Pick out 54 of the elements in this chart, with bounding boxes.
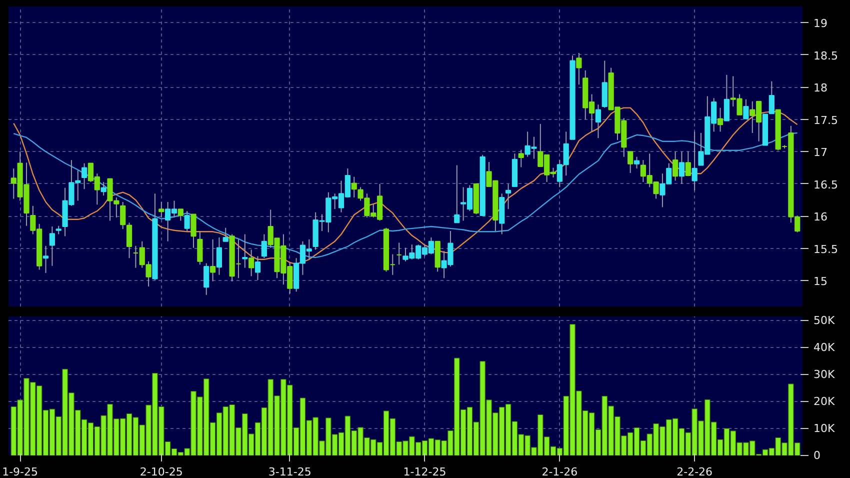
candlestick xyxy=(178,208,184,222)
x-tick-label: 1-12-25 xyxy=(403,466,446,478)
candlestick xyxy=(685,151,691,177)
candlestick xyxy=(49,226,55,266)
candlestick xyxy=(724,74,730,122)
x-tick-label: 3-11-25 xyxy=(268,466,312,478)
y-tick-label: 16 xyxy=(814,210,828,224)
y-tick-label: 30K xyxy=(814,368,836,382)
candlestick xyxy=(505,183,512,210)
x-tick-label: 2-2-26 xyxy=(676,466,713,478)
y-tick-label: 15 xyxy=(814,275,828,288)
candlestick xyxy=(595,104,602,139)
candlestick xyxy=(628,151,634,174)
candlestick xyxy=(158,201,164,218)
y-tick-label: 19 xyxy=(814,17,828,30)
candlestick xyxy=(454,164,460,224)
candlestick xyxy=(190,214,196,248)
candlestick xyxy=(204,262,210,296)
candlestick xyxy=(222,227,228,242)
candlestick xyxy=(210,238,216,282)
y-tick-label: 50K xyxy=(814,314,836,328)
candlestick xyxy=(576,52,582,86)
x-tick-label: 1-9-25 xyxy=(2,466,38,478)
y-tick-label: 18 xyxy=(814,82,828,95)
candlestick xyxy=(81,162,88,190)
candlestick xyxy=(254,256,261,281)
y-tick-label: 17.5 xyxy=(814,114,838,127)
candlestick xyxy=(672,151,678,182)
candlestick xyxy=(518,149,524,168)
candlestick xyxy=(743,98,749,120)
candlestick xyxy=(42,245,49,274)
candlestick xyxy=(717,107,724,132)
y-tick-label: 17 xyxy=(814,146,828,160)
y-tick-label: 10K xyxy=(814,422,836,436)
y-tick-label: 15.5 xyxy=(814,242,838,256)
candlestick xyxy=(100,181,106,196)
candlestick xyxy=(396,242,402,266)
x-tick-label: 2-10-25 xyxy=(140,466,183,478)
candlestick xyxy=(634,156,640,169)
candlestick xyxy=(197,230,203,266)
y-tick-label: 0 xyxy=(814,449,820,462)
x-tick-label: 2-1-26 xyxy=(542,466,578,478)
candlestick xyxy=(216,236,222,276)
candlestick xyxy=(248,249,254,277)
y-tick-label: 40K xyxy=(814,341,836,354)
candlestick xyxy=(184,210,190,232)
y-tick-label: 18.5 xyxy=(814,49,838,62)
candlestick xyxy=(242,234,248,268)
y-tick-label: 16.5 xyxy=(814,178,838,192)
candlestick xyxy=(261,234,267,259)
candlestick xyxy=(678,151,685,184)
candlestick xyxy=(692,131,698,191)
candlestick xyxy=(602,60,608,108)
y-tick-label: 20K xyxy=(814,395,836,408)
